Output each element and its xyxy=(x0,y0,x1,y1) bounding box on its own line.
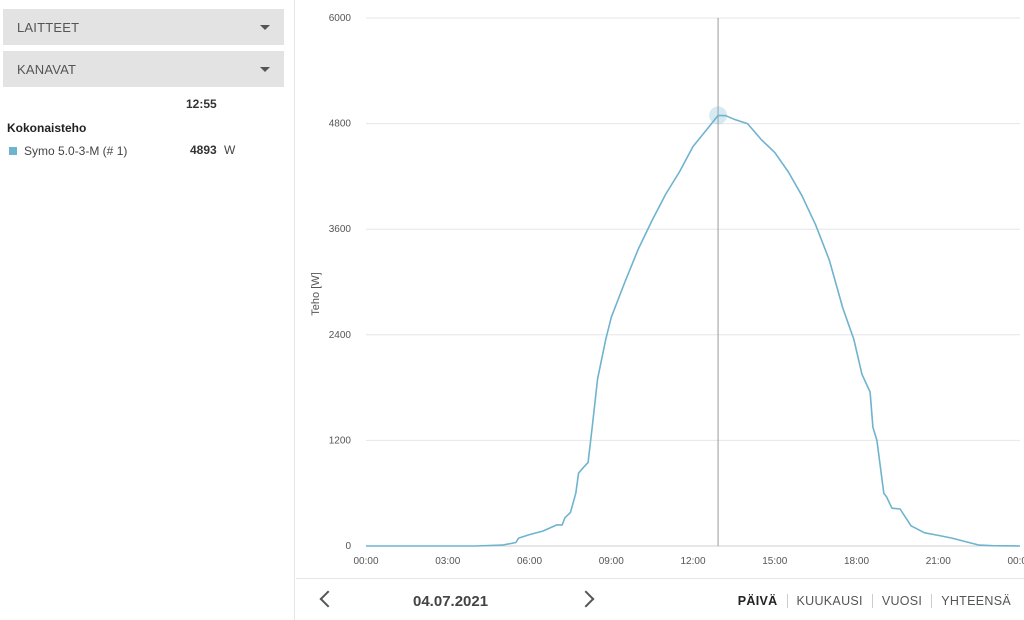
channels-dropdown-label: KANAVAT xyxy=(17,61,77,77)
series-line[interactable] xyxy=(366,114,1021,547)
x-tick-label: 00:00 xyxy=(1007,556,1024,567)
y-tick-label: 1200 xyxy=(329,435,352,446)
x-tick-label: 03:00 xyxy=(435,556,460,567)
x-tick-label: 00:00 xyxy=(353,556,378,567)
legend-value: 4893 xyxy=(190,143,217,157)
legend-item[interactable]: Symo 5.0-3-M (# 1) 4893 W xyxy=(9,143,235,159)
date-navigation-bar: 04.07.2021 PÄIVÄ KUUKAUSI VUOSI YHTEENSÄ xyxy=(296,578,1024,620)
channels-dropdown[interactable]: KANAVAT xyxy=(3,51,284,87)
y-tick-label: 2400 xyxy=(329,330,352,341)
highlight-marker xyxy=(709,106,728,125)
x-tick-label: 15:00 xyxy=(762,556,787,567)
power-chart[interactable]: 0 1200 2400 3600 4800 6000 00:00 03:00 06:00 09:0… xyxy=(296,0,1024,576)
selected-time: 12:55 xyxy=(186,97,217,111)
devices-dropdown-label: LAITTEET xyxy=(17,19,80,35)
sidebar: LAITTEET KANAVAT 12:55 Kokonaisteho Symo… xyxy=(0,0,295,620)
period-tabs: PÄIVÄ KUUKAUSI VUOSI YHTEENSÄ xyxy=(729,594,1020,608)
legend-swatch xyxy=(9,147,17,155)
x-tick-label: 06:00 xyxy=(517,556,542,567)
x-tick-label: 18:00 xyxy=(844,556,869,567)
tab-month[interactable]: KUUKAUSI xyxy=(786,594,872,608)
tab-day[interactable]: PÄIVÄ xyxy=(737,594,778,608)
chevron-left-icon[interactable] xyxy=(319,590,337,608)
current-date: 04.07.2021 xyxy=(413,593,489,610)
legend-unit: W xyxy=(224,143,236,157)
y-axis-title: Teho [W] xyxy=(310,272,322,315)
chevron-right-icon[interactable] xyxy=(577,590,595,608)
y-tick-label: 3600 xyxy=(329,224,352,235)
tab-total[interactable]: YHTEENSÄ xyxy=(931,594,1020,608)
legend-name: Symo 5.0-3-M (# 1) xyxy=(24,144,128,158)
caret-down-icon xyxy=(260,24,270,30)
y-tick-label: 6000 xyxy=(329,13,352,24)
x-tick-label: 09:00 xyxy=(599,556,624,567)
total-power-title: Kokonaisteho xyxy=(7,121,87,135)
y-tick-label: 4800 xyxy=(329,119,352,130)
chart-canvas[interactable]: 0 1200 2400 3600 4800 6000 00:00 03:00 06:00 09:0… xyxy=(296,0,1024,576)
x-tick-label: 12:00 xyxy=(680,556,705,567)
y-tick-label: 0 xyxy=(345,541,351,552)
caret-down-icon xyxy=(260,66,270,72)
devices-dropdown[interactable]: LAITTEET xyxy=(3,9,284,45)
x-tick-label: 21:00 xyxy=(926,556,951,567)
tab-year[interactable]: VUOSI xyxy=(871,594,931,608)
